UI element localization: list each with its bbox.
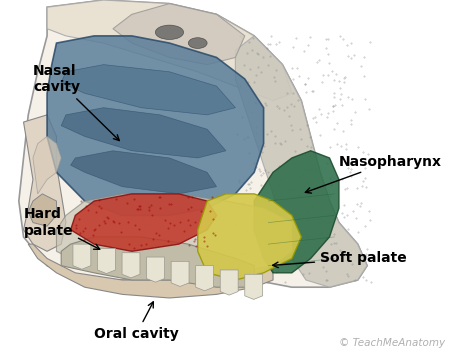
Polygon shape <box>122 253 140 278</box>
Text: © TeachMeAnatomy: © TeachMeAnatomy <box>339 338 445 348</box>
Polygon shape <box>28 244 273 298</box>
Text: Hard
palate: Hard palate <box>24 208 100 249</box>
Text: Soft palate: Soft palate <box>273 252 407 268</box>
Polygon shape <box>220 270 238 295</box>
Polygon shape <box>198 194 301 280</box>
Polygon shape <box>47 0 292 101</box>
Text: Nasopharynx: Nasopharynx <box>305 155 442 193</box>
Polygon shape <box>28 194 56 226</box>
Polygon shape <box>113 4 245 65</box>
Polygon shape <box>71 151 217 194</box>
Polygon shape <box>61 108 226 158</box>
Polygon shape <box>196 266 214 291</box>
Ellipse shape <box>188 38 207 48</box>
Polygon shape <box>33 136 61 194</box>
Polygon shape <box>24 115 66 251</box>
Polygon shape <box>171 261 189 286</box>
Polygon shape <box>56 194 292 280</box>
Polygon shape <box>61 65 236 115</box>
Polygon shape <box>61 237 254 287</box>
Polygon shape <box>245 274 263 299</box>
Polygon shape <box>19 0 367 287</box>
Polygon shape <box>71 194 217 251</box>
Text: Nasal
cavity: Nasal cavity <box>33 64 119 141</box>
Polygon shape <box>73 244 91 269</box>
Polygon shape <box>254 151 339 273</box>
Text: Oral cavity: Oral cavity <box>94 302 179 341</box>
Polygon shape <box>236 36 367 287</box>
Polygon shape <box>47 36 264 215</box>
Ellipse shape <box>155 25 183 39</box>
Polygon shape <box>98 248 115 274</box>
Polygon shape <box>146 257 164 282</box>
